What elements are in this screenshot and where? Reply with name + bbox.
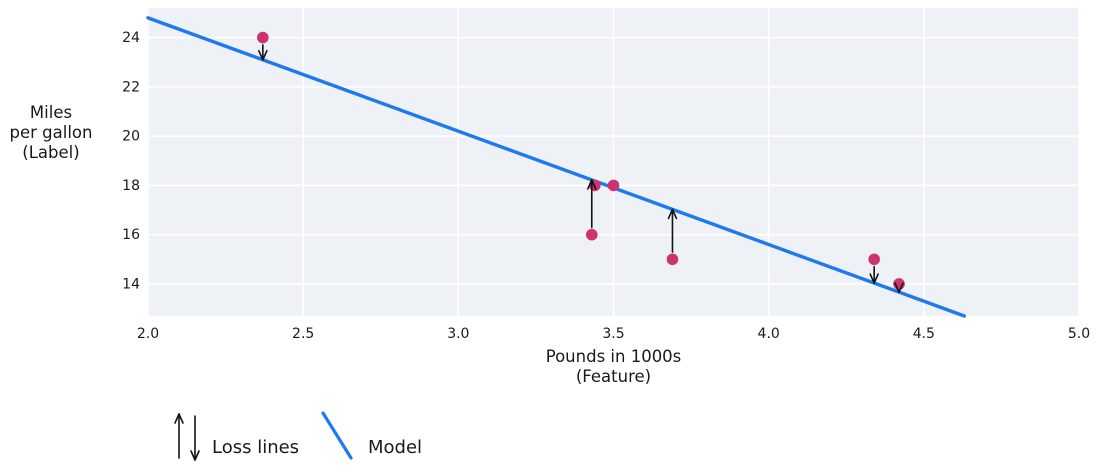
y-tick-labels: 14 16 18 20 22 24	[122, 30, 140, 292]
legend-loss-up-arrow-icon	[174, 413, 184, 459]
legend: Loss lines Model	[174, 411, 422, 461]
loss-arrow	[586, 179, 597, 229]
x-tick-label: 4.0	[758, 326, 780, 342]
x-tick-label: 4.5	[913, 326, 935, 342]
y-tick-label: 22	[122, 79, 140, 95]
x-axis-label-line: (Feature)	[576, 367, 651, 386]
loss-arrow	[667, 208, 678, 253]
x-tick-labels: 2.0 2.5 3.0 3.5 4.0 4.5 5.0	[137, 326, 1090, 342]
loss-arrow-head	[667, 208, 678, 220]
data-point	[257, 31, 269, 44]
data-point	[868, 253, 880, 266]
model-line	[146, 16, 967, 318]
x-tick-label: 5.0	[1068, 326, 1090, 342]
legend-up-arrow-head	[174, 413, 184, 424]
data-point	[607, 179, 620, 192]
legend-loss-label: Loss lines	[212, 437, 299, 458]
legend-down-arrow-head	[190, 450, 200, 461]
y-axis-label-line: (Label)	[22, 143, 79, 162]
legend-loss-down-arrow-icon	[190, 415, 200, 461]
y-tick-label: 18	[122, 178, 140, 194]
loss-arrow	[894, 282, 904, 293]
data-point	[666, 253, 679, 266]
loss-arrow	[258, 44, 268, 61]
y-tick-label: 24	[122, 30, 140, 46]
x-tick-label: 2.5	[292, 326, 314, 342]
x-axis-label-line: Pounds in 1000s	[546, 347, 682, 366]
y-tick-label: 20	[122, 129, 140, 145]
y-axis-label-line: per gallon	[10, 123, 93, 142]
loss-arrow-head	[586, 179, 597, 190]
legend-model-line-icon	[321, 411, 353, 460]
loss-arrow	[869, 265, 879, 284]
legend-model-label: Model	[368, 437, 422, 458]
x-tick-label: 2.0	[137, 326, 159, 342]
loss-arrow-head	[869, 273, 879, 284]
x-axis-label: Pounds in 1000s(Feature)	[546, 347, 682, 386]
data-point	[585, 228, 598, 241]
y-tick-label: 16	[122, 227, 140, 243]
y-tick-label: 14	[122, 276, 140, 292]
y-axis-label-line: Miles	[30, 103, 72, 122]
x-tick-label: 3.0	[447, 326, 469, 342]
loss-arrow-head	[894, 282, 904, 293]
loss-arrows	[258, 44, 904, 293]
x-tick-label: 3.5	[602, 326, 624, 342]
loss-arrow-head	[258, 49, 268, 61]
